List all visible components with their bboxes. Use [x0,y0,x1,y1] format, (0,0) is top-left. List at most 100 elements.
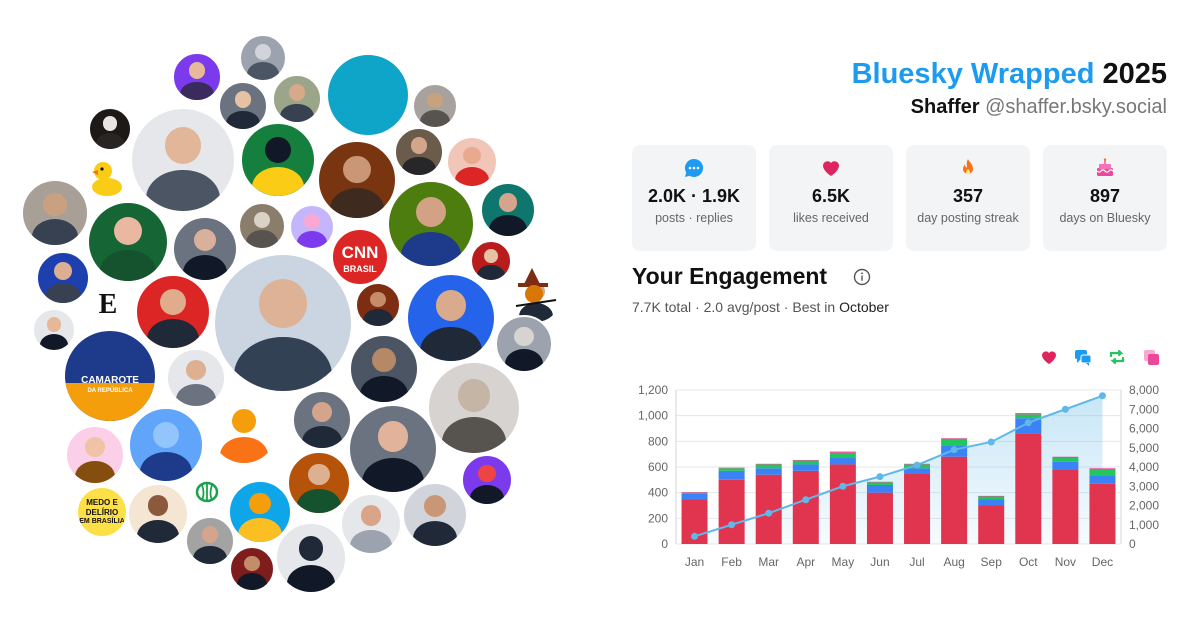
cumulative-point [765,509,773,517]
cumulative-point [1061,405,1069,413]
avatar[interactable] [340,493,402,555]
bar-segment [866,492,893,544]
heart-icon[interactable] [1042,351,1056,364]
avatar-head [427,92,443,108]
best-month: October [839,299,889,315]
avatar[interactable] [272,74,322,124]
avatar[interactable] [218,81,268,131]
avatar-head [514,326,534,347]
avatar[interactable] [326,53,410,137]
avatar[interactable] [446,136,498,188]
quote-icon[interactable] [1144,350,1159,365]
avatar[interactable] [470,240,512,282]
avatar-head [193,229,217,252]
y-tick-label: 1,000 [638,409,668,423]
avatar-body [400,232,462,266]
avatar-body [362,457,424,492]
stat-card-days: 897 days on Bluesky [1043,145,1167,251]
cumulative-line [694,394,1103,538]
avatar[interactable] [427,361,521,455]
avatar[interactable] [387,180,475,268]
avatar[interactable] [406,273,496,363]
avatar[interactable] [228,480,292,544]
avatar-body [95,133,125,149]
badge-stripe [65,383,155,421]
cumulative-point [1098,392,1106,400]
avatar[interactable] [275,522,347,594]
cake-icon [1043,157,1167,179]
y2-tick-label: 1,000 [1129,518,1159,532]
total-label: total [664,299,692,315]
avatar[interactable] [402,482,468,548]
avatar[interactable] [412,83,458,129]
info-icon[interactable] [853,268,871,291]
bar-segment [904,468,931,474]
avatar[interactable] [130,107,236,213]
avatar[interactable] [240,122,316,198]
repost-icon[interactable] [1109,349,1125,365]
avatar[interactable] [317,140,397,220]
letter-e-avatar[interactable]: E [89,287,127,325]
avatar[interactable] [348,404,438,494]
avatar[interactable] [32,308,76,352]
avatar[interactable] [209,395,279,465]
bar-segment [755,463,782,465]
avatar[interactable] [127,483,189,545]
stat-label: likes received [793,211,869,225]
avatar[interactable] [289,204,335,250]
avatar-cloud: CNN BRASIL CAMAROTE DA REPÚBLICA MEDO E DELÍR… [21,34,562,594]
avatar[interactable] [128,407,204,483]
bar-segment [792,460,819,465]
avatar[interactable] [394,127,444,177]
bar-segment [718,479,745,544]
avatar-body [147,319,199,348]
avatar[interactable] [461,454,513,506]
bar-segment [941,438,968,446]
bar-segment [1089,468,1116,470]
avatar[interactable] [135,274,211,350]
avatar[interactable] [88,107,132,151]
x-tick-label: Jul [909,555,924,569]
cnn-brasil-avatar[interactable]: CNN BRASIL [331,228,389,286]
badge-text: CNN [341,243,379,262]
avatar[interactable] [166,348,226,408]
badge-text: DA REPÚBLICA [87,388,133,394]
avatar[interactable] [172,52,222,102]
avatar[interactable] [495,315,553,373]
avatar-body [39,334,69,350]
avatar[interactable] [172,216,238,282]
avatar[interactable] [21,179,89,247]
cumulative-point [913,461,921,469]
avatar-head [311,402,333,423]
avatar-head [258,279,308,329]
avatar[interactable] [349,334,419,404]
avatar[interactable] [355,282,401,328]
reply-icon[interactable] [1075,350,1092,366]
bar-segment [718,470,745,480]
avatar-body [137,519,179,543]
avatar-body [252,167,304,196]
avatar[interactable] [213,253,353,393]
avatar[interactable] [238,202,286,250]
avatar-head [244,555,260,571]
avatar[interactable] [229,546,275,592]
stat-value: 357 [952,186,984,206]
medo-delirio-avatar[interactable]: MEDO E DELÍRIO EM BRASÍLIA [76,486,128,538]
stat-label: posts · replies [655,211,733,225]
avatar-body [329,187,385,218]
avatar[interactable] [292,390,352,450]
avatar[interactable] [185,516,235,566]
avatar-head [360,505,382,527]
avatar[interactable] [36,251,90,305]
avatar[interactable] [287,451,351,515]
bar-segment [978,499,1005,506]
avatar-body [140,452,192,481]
avatar[interactable] [480,182,536,238]
avatar[interactable] [239,34,287,82]
avatar[interactable] [87,201,169,283]
avatar-body [504,349,544,371]
bar-segment [829,458,856,465]
camarote-avatar[interactable]: CAMAROTE DA REPÚBLICA [63,329,157,423]
avatar[interactable] [65,425,125,485]
y-tick-label: 800 [648,434,668,448]
